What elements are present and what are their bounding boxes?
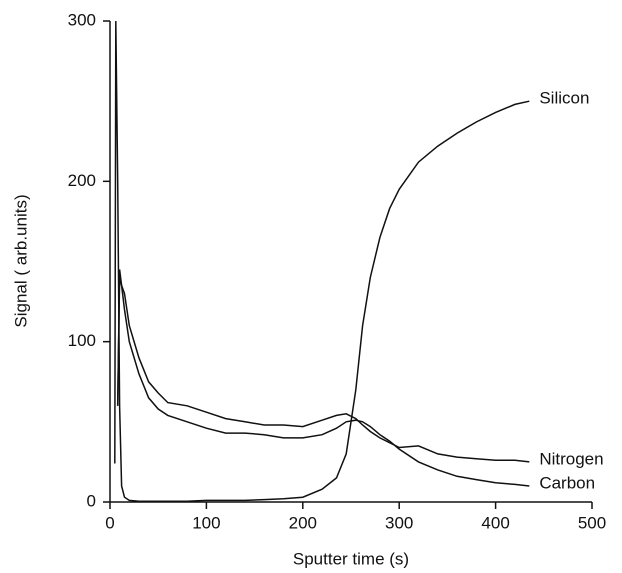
x-tick-label: 200 bbox=[289, 513, 317, 532]
series-line bbox=[116, 277, 530, 463]
x-axis-label: Sputter time (s) bbox=[293, 549, 409, 568]
series-line bbox=[114, 20, 530, 502]
x-tick-label: 500 bbox=[578, 513, 606, 532]
y-tick-label: 300 bbox=[68, 10, 96, 29]
series-label: Nitrogen bbox=[539, 449, 603, 468]
x-tick-label: 400 bbox=[481, 513, 509, 532]
series-label: Carbon bbox=[539, 473, 595, 492]
x-tick-label: 100 bbox=[192, 513, 220, 532]
y-tick-label: 0 bbox=[87, 491, 96, 510]
series-line bbox=[116, 269, 530, 487]
y-axis-label: Signal ( arb.units) bbox=[11, 194, 30, 327]
y-tick-label: 100 bbox=[68, 331, 96, 350]
x-tick-label: 0 bbox=[105, 513, 114, 532]
y-tick-label: 200 bbox=[68, 171, 96, 190]
x-tick-label: 300 bbox=[385, 513, 413, 532]
series-label: Silicon bbox=[539, 89, 589, 108]
